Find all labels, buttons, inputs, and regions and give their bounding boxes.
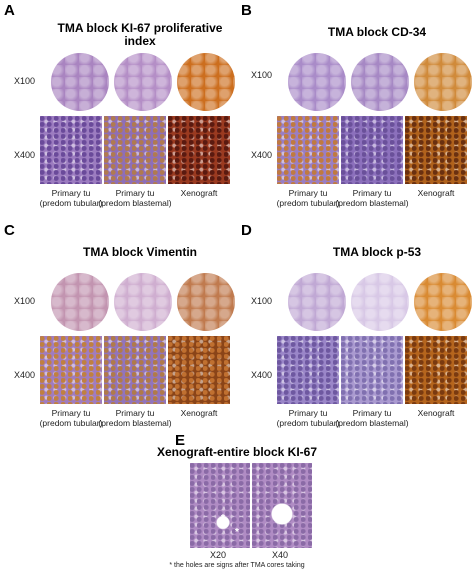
- caption: Primary tu (predom blastemal): [98, 188, 172, 208]
- micrograph: [405, 336, 467, 404]
- caption: Primary tu (predom blastemal): [335, 408, 409, 428]
- caption: Primary tu (predom tubular): [39, 188, 103, 208]
- magnification-label: X100: [251, 70, 273, 80]
- hole-marker: *: [279, 512, 283, 523]
- magnification-label: X400: [251, 150, 273, 160]
- micrograph: [277, 116, 339, 184]
- tma-core-image: [288, 53, 346, 111]
- micrograph: [277, 336, 339, 404]
- tma-core-image: [414, 53, 472, 111]
- hole-marker: *: [221, 513, 225, 524]
- tma-core-image: [177, 53, 235, 111]
- tma-core-image: [414, 273, 472, 331]
- caption: Primary tu (predom tubular): [276, 408, 340, 428]
- magnification-label: X400: [14, 150, 36, 160]
- panel-label: A: [4, 2, 15, 19]
- tma-core-image: [351, 53, 409, 111]
- tma-core-image: [351, 273, 409, 331]
- magnification-label: X100: [251, 296, 273, 306]
- caption: Primary tu (predom tubular): [39, 408, 103, 428]
- tma-core-image: [288, 273, 346, 331]
- tma-core-image: [177, 273, 235, 331]
- panel-title: TMA block p-53: [332, 245, 422, 259]
- footnote: * the holes are signs after TMA cores ta…: [169, 562, 305, 569]
- micrograph: [168, 116, 230, 184]
- micrograph: [40, 116, 102, 184]
- caption: Xenograft: [417, 188, 455, 198]
- micrograph: [341, 336, 403, 404]
- tma-core-image: [51, 53, 109, 111]
- magnification-label: X400: [14, 370, 36, 380]
- magnification-label: X400: [251, 370, 273, 380]
- caption: Primary tu (predom tubular): [276, 188, 340, 208]
- micrograph: [40, 336, 102, 404]
- micrograph: [405, 116, 467, 184]
- tma-core-image: [114, 53, 172, 111]
- caption: Xenograft: [417, 408, 455, 418]
- hole-marker: *: [235, 527, 239, 538]
- micrograph: [168, 336, 230, 404]
- panel-title: TMA block KI-67 proliferative index: [57, 21, 223, 48]
- panel-label: D: [241, 222, 252, 239]
- caption: Primary tu (predom blastemal): [98, 408, 172, 428]
- panel-title: Xenograft-entire block KI-67: [156, 445, 318, 459]
- caption: Xenograft: [180, 188, 218, 198]
- micrograph: [104, 336, 166, 404]
- magnification-label: X40: [272, 550, 289, 560]
- panel-label: E: [175, 432, 186, 449]
- magnification-label: X100: [14, 76, 36, 86]
- micrograph: [104, 116, 166, 184]
- magnification-label: X100: [14, 296, 36, 306]
- micrograph: [252, 463, 312, 548]
- tma-core-image: [114, 273, 172, 331]
- tma-core-image: [51, 273, 109, 331]
- caption: Xenograft: [180, 408, 218, 418]
- micrograph: [341, 116, 403, 184]
- panel-title: TMA block Vimentin: [82, 245, 197, 259]
- panel-label: C: [4, 222, 15, 239]
- caption: Primary tu (predom blastemal): [335, 188, 409, 208]
- micrograph: [190, 463, 250, 548]
- panel-title: TMA block CD-34: [327, 25, 427, 39]
- panel-label: B: [241, 2, 252, 19]
- magnification-label: X20: [210, 550, 227, 560]
